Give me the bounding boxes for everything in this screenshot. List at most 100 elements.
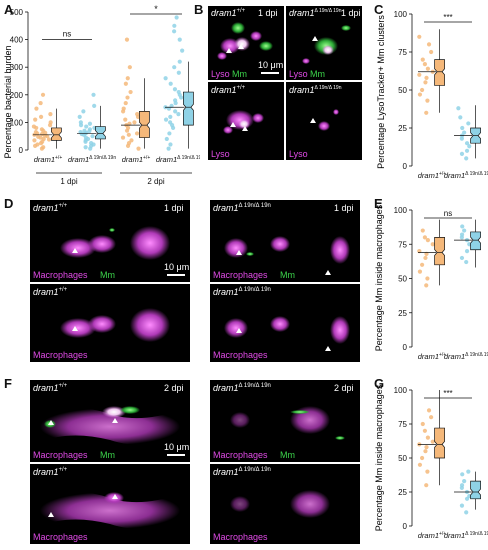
data-point bbox=[39, 127, 44, 132]
data-point bbox=[425, 98, 430, 103]
data-point bbox=[33, 129, 38, 135]
data-point bbox=[172, 87, 178, 92]
notched-box bbox=[139, 111, 150, 138]
f-tr-macrophages-label: Macrophages bbox=[213, 450, 268, 460]
f-scale-bar bbox=[167, 454, 185, 456]
arrowhead bbox=[48, 512, 54, 517]
f-br-genotype: dram1Δ 19n/Δ 19n bbox=[213, 467, 271, 477]
data-point bbox=[134, 131, 140, 136]
data-point bbox=[459, 136, 464, 141]
data-point bbox=[459, 232, 465, 237]
micrograph-d-bl bbox=[30, 284, 190, 362]
arrowhead bbox=[312, 36, 318, 41]
y-tick-label: 100 bbox=[10, 118, 24, 127]
data-point bbox=[422, 235, 428, 240]
chart-g: Percentage Mm inside macrophages 0 25 50 75… bbox=[374, 384, 488, 540]
chart-e: Percentage Mm inside macrophages 0 25 50 75… bbox=[374, 204, 488, 361]
x-tick-label: dram1+/+ bbox=[418, 531, 447, 540]
d-bl-genotype: dram1+/+ bbox=[33, 287, 68, 297]
f-tl-time: 2 dpi bbox=[164, 383, 184, 393]
data-point bbox=[423, 80, 428, 85]
arrowhead bbox=[310, 118, 316, 123]
b-bl-lyso-label: Lyso bbox=[211, 149, 230, 159]
y-tick-label: 25 bbox=[398, 488, 407, 497]
data-point bbox=[429, 49, 434, 55]
data-point bbox=[172, 23, 177, 28]
d-scale-label: 10 μm bbox=[164, 262, 190, 272]
panel-label-b: B bbox=[194, 2, 204, 17]
y-tick-label: 50 bbox=[398, 275, 407, 284]
data-point bbox=[417, 72, 422, 77]
arrowhead bbox=[112, 494, 118, 499]
data-point bbox=[419, 455, 425, 461]
significance-label: * bbox=[154, 4, 158, 14]
significance-label: ns bbox=[63, 30, 71, 39]
f-tr-genotype: dram1Δ 19n/Δ 19n bbox=[213, 383, 271, 393]
data-point bbox=[464, 510, 469, 515]
data-point bbox=[464, 259, 469, 265]
data-point bbox=[172, 29, 177, 34]
significance-label: *** bbox=[443, 13, 452, 22]
data-point bbox=[177, 37, 182, 42]
y-tick-label: 25 bbox=[398, 124, 407, 133]
data-point bbox=[78, 120, 83, 125]
b-tl-genotype: dram1+/+ bbox=[211, 8, 246, 18]
data-point bbox=[168, 120, 173, 125]
arrowhead bbox=[226, 48, 232, 53]
chart-a-ylabel: Percentage bacterial burden bbox=[3, 45, 13, 158]
data-point bbox=[127, 65, 132, 70]
d-br-macrophages-label: Macrophages bbox=[213, 350, 268, 360]
y-tick-label: 75 bbox=[398, 420, 407, 429]
panel-label-g: G bbox=[374, 376, 385, 391]
y-tick-label: 100 bbox=[394, 206, 408, 215]
data-point bbox=[48, 120, 53, 125]
micrograph-b-tr-image bbox=[302, 25, 351, 64]
notched-box bbox=[470, 231, 481, 251]
micrograph-d-br bbox=[210, 284, 360, 362]
data-point bbox=[125, 95, 130, 100]
data-point bbox=[87, 121, 93, 126]
data-point bbox=[460, 224, 465, 229]
y-tick-label: 300 bbox=[10, 63, 24, 72]
data-point bbox=[84, 124, 89, 129]
data-point bbox=[426, 42, 432, 47]
data-point bbox=[422, 428, 428, 433]
data-point bbox=[417, 462, 423, 467]
b-scale-bar bbox=[261, 72, 279, 74]
panel-label-c: C bbox=[374, 2, 384, 17]
data-point bbox=[36, 134, 41, 139]
y-tick-label: 0 bbox=[19, 146, 24, 155]
notched-box bbox=[95, 126, 106, 140]
data-point bbox=[459, 151, 465, 156]
data-point bbox=[425, 238, 431, 243]
d-tr-mm-label: Mm bbox=[280, 270, 295, 280]
data-point bbox=[460, 472, 465, 477]
chart-c-ylabel: Percentage LysoTracker+ Mm clusters bbox=[376, 15, 386, 169]
x-tick-label: dram1Δ 19n/Δ 19n bbox=[444, 171, 488, 180]
data-point bbox=[38, 100, 43, 106]
data-point bbox=[462, 228, 467, 233]
data-point bbox=[417, 34, 422, 39]
chart-c: Percentage LysoTracker+ Mm clusters 0 25 5… bbox=[376, 10, 488, 180]
data-point bbox=[464, 141, 470, 146]
arrowhead bbox=[238, 44, 244, 49]
data-point bbox=[128, 89, 133, 95]
x-tick-label: dram1+/+ bbox=[418, 352, 447, 361]
data-point bbox=[173, 98, 178, 103]
f-tl-mm-label: Mm bbox=[100, 450, 115, 460]
group-label: 2 dpi bbox=[147, 177, 165, 186]
data-point bbox=[173, 109, 178, 114]
x-tick-label: dram1Δ 19n/Δ 19n bbox=[444, 352, 488, 361]
arrowhead bbox=[72, 326, 78, 331]
b-tr-time: 1 dpi bbox=[341, 8, 361, 18]
data-point bbox=[87, 127, 93, 132]
b-tl-mm-label: Mm bbox=[232, 69, 247, 79]
y-tick-label: 50 bbox=[398, 454, 407, 463]
y-tick-label: 0 bbox=[403, 522, 408, 531]
data-point bbox=[132, 120, 137, 125]
b-scale-label: 10 μm bbox=[258, 60, 284, 70]
micrograph-b-br-image bbox=[318, 109, 339, 131]
arrowhead bbox=[230, 122, 236, 127]
d-tr-time: 1 dpi bbox=[334, 203, 354, 213]
data-point bbox=[126, 132, 131, 137]
